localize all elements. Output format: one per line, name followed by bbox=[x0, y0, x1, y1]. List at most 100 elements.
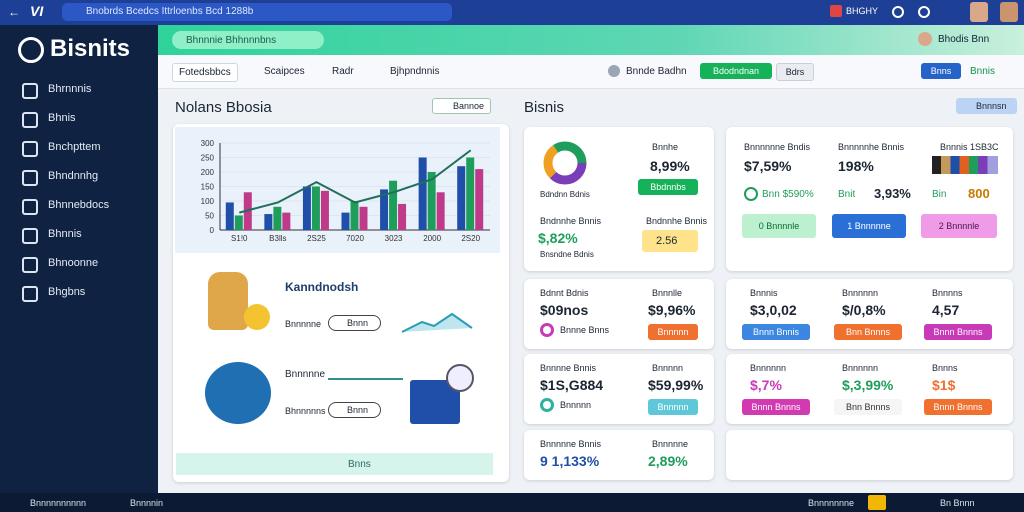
menu-item[interactable]: Bhnis bbox=[48, 112, 76, 124]
bar bbox=[282, 212, 291, 230]
avatar bbox=[970, 2, 988, 22]
menu-icon bbox=[22, 257, 38, 273]
bar bbox=[302, 186, 311, 230]
button[interactable]: Bnnnnn bbox=[648, 399, 698, 415]
label: Bnnnnne bbox=[652, 439, 689, 449]
label: Bdndnn Bdnis bbox=[540, 190, 590, 199]
menu-icon bbox=[22, 286, 38, 302]
status-icon bbox=[868, 495, 886, 510]
avatar bbox=[1000, 2, 1018, 22]
menu-item[interactable]: Bhnoonne bbox=[48, 257, 99, 269]
brand-icon bbox=[18, 37, 44, 63]
status-text: Bnnnnin bbox=[130, 498, 164, 508]
menu-item[interactable]: Bhgbns bbox=[48, 286, 86, 298]
menu-icon bbox=[22, 141, 38, 157]
bar bbox=[234, 215, 243, 230]
button[interactable]: 2 Bnnnnle bbox=[921, 214, 997, 238]
button[interactable]: Bnn Bnnns bbox=[834, 324, 902, 340]
search-box[interactable]: Bnobrds Bcedcs Ittrloenbs Bcd 1288b bbox=[62, 3, 452, 21]
menu-icon bbox=[22, 228, 38, 244]
value: $09nos bbox=[540, 302, 589, 318]
primary-button[interactable]: Bdodndnan bbox=[700, 63, 772, 79]
bar bbox=[359, 206, 368, 230]
value: $59,99% bbox=[648, 377, 704, 393]
label: Bnnnnn bbox=[652, 363, 684, 373]
right-link[interactable]: Bnnis bbox=[970, 66, 996, 77]
x-tick-label: 2S20 bbox=[461, 234, 480, 243]
label: Bnnnnnhe Bnnis bbox=[838, 142, 905, 152]
feature-title: Kanndnodsh bbox=[285, 280, 359, 294]
menu-item[interactable]: Bnchpttem bbox=[48, 141, 101, 153]
button[interactable]: Bbdnnbs bbox=[638, 179, 698, 195]
button[interactable]: Bnnn Bnnns bbox=[924, 399, 992, 415]
value: 2.56 bbox=[656, 235, 678, 247]
label: Bnnnnnn bbox=[750, 363, 787, 373]
label: Bnnnnne Bnnis bbox=[540, 439, 602, 449]
bar bbox=[320, 190, 329, 230]
label: Bnnnis 1SB3C bbox=[940, 142, 999, 152]
dropdown[interactable]: Bannoe bbox=[432, 98, 492, 114]
metric-card bbox=[726, 430, 1013, 480]
label: Bnnnne Bnnis bbox=[540, 363, 597, 373]
bar bbox=[273, 206, 282, 230]
toolbar: Fotedsbbcs Scaipces Radr Bjhpndnnis Bnnd… bbox=[158, 55, 1024, 89]
label: Bnnnnnn bbox=[842, 288, 879, 298]
value: 3,93% bbox=[874, 186, 911, 201]
button[interactable]: Bnn Bnnns bbox=[834, 399, 902, 415]
metric-card bbox=[524, 430, 714, 480]
value: 8,99% bbox=[650, 158, 690, 174]
menu-item[interactable]: Bhrnnnis bbox=[48, 83, 92, 95]
status-text: Bnnde Badhn bbox=[626, 66, 687, 77]
value-box: 2.56 bbox=[642, 230, 698, 252]
tab[interactable]: Scaipces bbox=[264, 66, 305, 77]
user-avatar bbox=[918, 32, 932, 46]
x-tick-label: S1!0 bbox=[231, 234, 248, 243]
secondary-button[interactable]: Bdrs bbox=[776, 63, 814, 81]
button[interactable]: Bnnnnn bbox=[648, 324, 698, 340]
donut-chart bbox=[543, 141, 587, 185]
label: Bnnnnnne Bndis bbox=[744, 142, 811, 152]
bar bbox=[457, 166, 466, 230]
bar bbox=[475, 169, 484, 230]
logo: VI bbox=[30, 3, 44, 19]
right-button[interactable]: Bnns bbox=[921, 63, 961, 79]
line bbox=[239, 149, 472, 214]
menu-item[interactable]: Bhndnnhg bbox=[48, 170, 99, 182]
label: Bnnns bbox=[932, 363, 958, 373]
value: $/0,8% bbox=[842, 302, 886, 318]
bar bbox=[380, 189, 389, 230]
header-pill[interactable]: Bhnnnie Bhhnnnbns bbox=[172, 31, 324, 49]
value: 9 1,133% bbox=[540, 453, 600, 469]
tab[interactable]: Fotedsbbcs bbox=[172, 63, 238, 82]
value: 800 bbox=[968, 186, 990, 201]
pill-text: Bhnnnie Bhhnnnbns bbox=[186, 35, 277, 46]
value: 4,57 bbox=[932, 302, 960, 318]
tab[interactable]: Bjhpndnnis bbox=[390, 66, 440, 77]
search-text: Bnobrds Bcedcs Ittrloenbs Bcd 1288b bbox=[86, 6, 254, 17]
row-pill[interactable]: Bnnn bbox=[328, 315, 382, 331]
bar bbox=[225, 202, 234, 230]
menu-item[interactable]: Bhnnebdocs bbox=[48, 199, 110, 211]
row-pill[interactable]: Bnnn bbox=[328, 402, 382, 418]
value: $9,96% bbox=[648, 302, 696, 318]
badge: BHGHY bbox=[846, 6, 879, 16]
dropdown[interactable]: Bnnnsn bbox=[956, 98, 1017, 114]
icon bbox=[540, 323, 554, 337]
chart-card bbox=[175, 127, 500, 253]
button[interactable]: 1 Bnnnnne bbox=[832, 214, 906, 238]
button[interactable]: Bnnn Bnnns bbox=[924, 324, 992, 340]
label: Bdnnt Bdnis bbox=[540, 288, 589, 298]
button[interactable]: 0 Bnnnnle bbox=[742, 214, 816, 238]
x-tick-label: B3lls bbox=[269, 234, 286, 243]
bar bbox=[264, 214, 273, 230]
top-bar: ← VI Bnobrds Bcedcs Ittrloenbs Bcd 1288b… bbox=[0, 0, 1024, 25]
button[interactable]: Bnnn Bnnis bbox=[742, 324, 810, 340]
clock-icon bbox=[892, 6, 904, 18]
tab[interactable]: Radr bbox=[332, 66, 354, 77]
button[interactable]: Bnnn Bnnns bbox=[742, 399, 810, 415]
y-tick-label: 0 bbox=[210, 226, 215, 235]
menu-item[interactable]: Bhnnis bbox=[48, 228, 82, 240]
bar bbox=[341, 212, 350, 230]
header-band: Bhnnnie Bhhnnnbns Bhodis Bnn bbox=[158, 25, 1024, 55]
x-tick-label: 7020 bbox=[346, 234, 364, 243]
